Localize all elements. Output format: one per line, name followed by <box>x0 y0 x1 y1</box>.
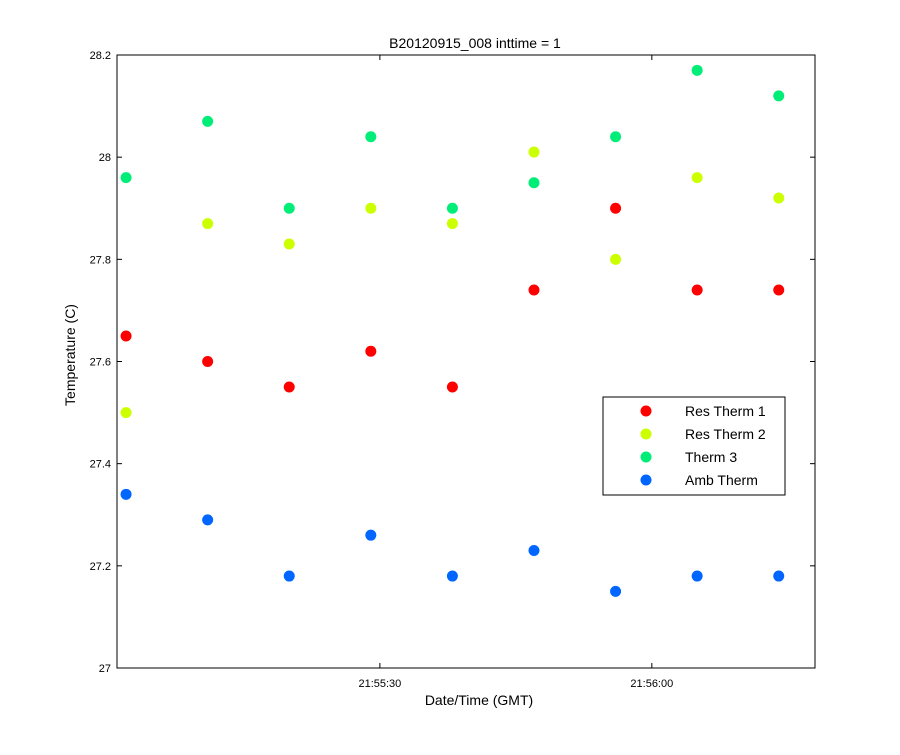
legend-marker-res-therm-2 <box>640 428 652 440</box>
y-tick-label: 27 <box>99 663 111 675</box>
legend: Res Therm 1 Res Therm 2 Therm 3 Amb Therm <box>602 396 786 496</box>
point-amb-therm <box>365 529 377 541</box>
point-therm-3 <box>610 131 622 143</box>
point-therm-3 <box>120 172 132 184</box>
point-res-therm-2 <box>283 238 295 250</box>
y-tick-label: 28 <box>99 152 111 164</box>
point-therm-3 <box>773 90 785 102</box>
y-tick-label: 27.4 <box>90 459 111 471</box>
point-res-therm-1 <box>446 381 458 393</box>
point-res-therm-1 <box>365 345 377 357</box>
y-tick-label: 28.2 <box>90 50 111 62</box>
legend-label-res-therm-2: Res Therm 2 <box>685 426 766 442</box>
x-axis-label: Date/Time (GMT) <box>425 692 533 708</box>
point-therm-3 <box>528 177 540 189</box>
point-res-therm-2 <box>365 202 377 214</box>
legend-marker-amb-therm <box>640 474 652 486</box>
point-res-therm-2 <box>773 192 785 204</box>
point-therm-3 <box>365 131 377 143</box>
y-tick-label: 27.6 <box>90 357 111 369</box>
chart-title: B20120915_008 inttime = 1 <box>389 35 561 51</box>
point-amb-therm <box>528 545 540 557</box>
point-therm-3 <box>446 202 458 214</box>
point-therm-3 <box>202 115 214 127</box>
point-amb-therm <box>283 570 295 582</box>
point-res-therm-1 <box>528 284 540 296</box>
point-res-therm-2 <box>120 407 132 419</box>
x-tick-label: 21:56:00 <box>630 678 673 690</box>
point-amb-therm <box>610 585 622 597</box>
point-res-therm-1 <box>773 284 785 296</box>
legend-marker-res-therm-1 <box>640 405 652 417</box>
point-res-therm-1 <box>283 381 295 393</box>
point-res-therm-1 <box>610 202 622 214</box>
point-res-therm-2 <box>202 218 214 230</box>
point-res-therm-2 <box>691 172 703 184</box>
legend-box <box>602 396 786 496</box>
y-axis-label: Temperature (C) <box>62 304 78 406</box>
x-tick-label: 21:55:30 <box>358 678 401 690</box>
point-res-therm-2 <box>610 253 622 265</box>
point-amb-therm <box>446 570 458 582</box>
point-res-therm-1 <box>202 356 214 367</box>
point-amb-therm <box>773 570 785 582</box>
point-res-therm-1 <box>120 330 132 342</box>
y-tick-label: 27.2 <box>90 561 111 573</box>
point-therm-3 <box>691 64 703 76</box>
plot-area <box>116 54 816 669</box>
legend-label-therm-3: Therm 3 <box>685 449 737 465</box>
point-res-therm-2 <box>446 218 458 230</box>
x-axis: 21:55:30 21:56:00 <box>358 55 673 690</box>
point-res-therm-2 <box>528 146 540 158</box>
data-points <box>120 64 785 597</box>
point-res-therm-1 <box>691 284 703 296</box>
point-amb-therm <box>691 570 703 582</box>
legend-label-amb-therm: Amb Therm <box>685 472 758 488</box>
point-amb-therm <box>202 514 214 526</box>
point-amb-therm <box>120 488 132 500</box>
legend-marker-therm-3 <box>640 451 652 463</box>
y-axis: 27 27.2 27.4 27.6 27.8 28 28.2 <box>90 50 815 675</box>
point-therm-3 <box>283 202 295 214</box>
y-tick-label: 27.8 <box>90 254 111 266</box>
legend-label-res-therm-1: Res Therm 1 <box>685 403 766 419</box>
